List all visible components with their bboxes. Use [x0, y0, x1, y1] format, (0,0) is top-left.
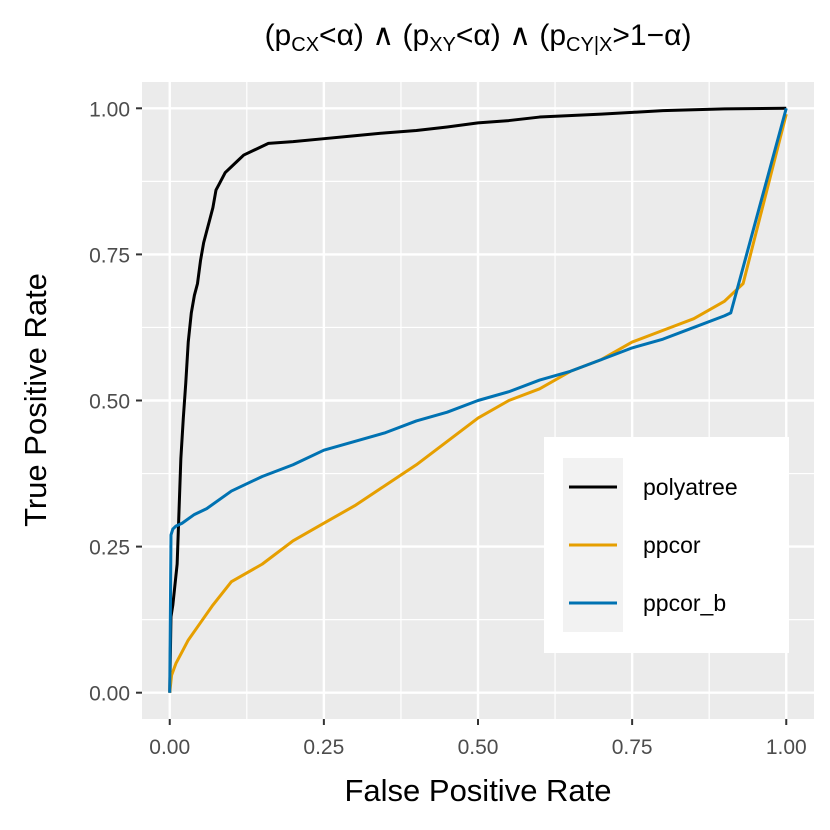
chart-title: (pCX<α) ∧ (pXY<α) ∧ (pCY|X>1−α) — [265, 19, 692, 56]
legend: polyatree ppcor ppcor_b — [544, 437, 789, 653]
title-subscript: CY|X — [566, 34, 612, 56]
legend-label: polyatree — [643, 474, 738, 500]
y-tick-label: 0.00 — [89, 683, 130, 706]
x-axis: 0.00 0.25 0.50 0.75 1.00 — [149, 719, 807, 759]
title-segment: >1−α) — [612, 19, 691, 52]
title-subscript: XY — [429, 34, 456, 56]
x-tick-label: 1.00 — [766, 736, 807, 759]
title-segment: <α) ∧ (p — [456, 19, 566, 52]
series-line-ppcor-b — [168, 107, 788, 693]
series-layer — [168, 106, 788, 693]
legend-label: ppcor — [643, 532, 701, 558]
x-axis-title: False Positive Rate — [344, 773, 611, 808]
x-tick-label: 0.50 — [458, 736, 499, 759]
y-axis-title: True Positive Rate — [18, 273, 53, 527]
title-segment: (p — [265, 19, 292, 52]
y-tick-label: 0.75 — [89, 244, 130, 267]
y-tick-label: 0.50 — [89, 391, 130, 414]
y-tick-label: 0.25 — [89, 537, 130, 560]
x-tick-label: 0.25 — [303, 736, 344, 759]
title-segment: <α) ∧ (p — [319, 19, 429, 52]
legend-label: ppcor_b — [643, 590, 726, 616]
title-subscript: CX — [291, 34, 319, 56]
x-tick-label: 0.00 — [149, 736, 190, 759]
x-tick-label: 0.75 — [612, 736, 653, 759]
series-line-polyatree — [168, 106, 787, 693]
y-tick-label: 1.00 — [89, 98, 130, 121]
series-line-ppcor — [168, 113, 788, 693]
y-axis: 0.00 0.25 0.50 0.75 1.00 — [89, 98, 142, 706]
